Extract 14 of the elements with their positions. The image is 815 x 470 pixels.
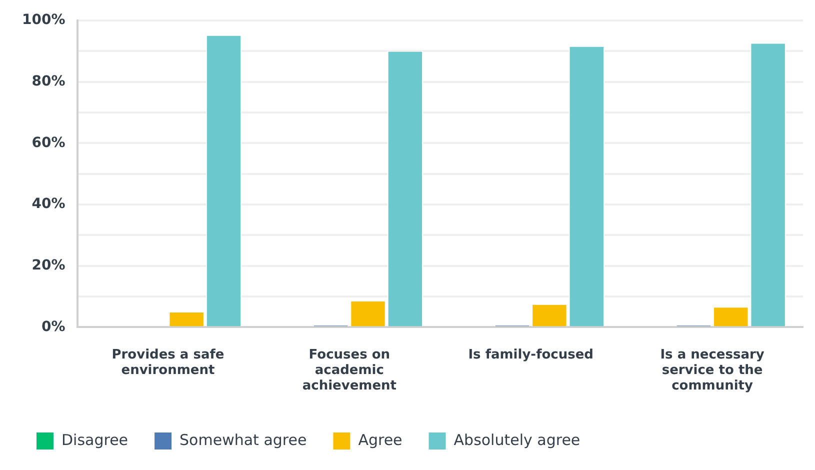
x-tick-label: Provides a safe environment bbox=[112, 347, 224, 378]
y-tick-label: 100% bbox=[22, 12, 66, 28]
x-tick-label: Focuses on academic achievement bbox=[302, 347, 396, 394]
y-tick-label: 0% bbox=[41, 318, 66, 335]
x-tick-label: Is family-focused bbox=[468, 347, 594, 362]
x-tick-label: Is a necessary service to the community bbox=[660, 347, 765, 394]
y-tick-label: 60% bbox=[32, 134, 66, 151]
legend-label: Agree bbox=[358, 430, 402, 449]
y-tick-label: 20% bbox=[32, 257, 66, 274]
legend-label: Somewhat agree bbox=[180, 430, 307, 449]
y-tick-label: 40% bbox=[32, 196, 66, 212]
legend-label: Disagree bbox=[62, 430, 128, 449]
legend-label: Absolutely agree bbox=[454, 430, 580, 449]
y-tick-label: 80% bbox=[32, 73, 66, 90]
